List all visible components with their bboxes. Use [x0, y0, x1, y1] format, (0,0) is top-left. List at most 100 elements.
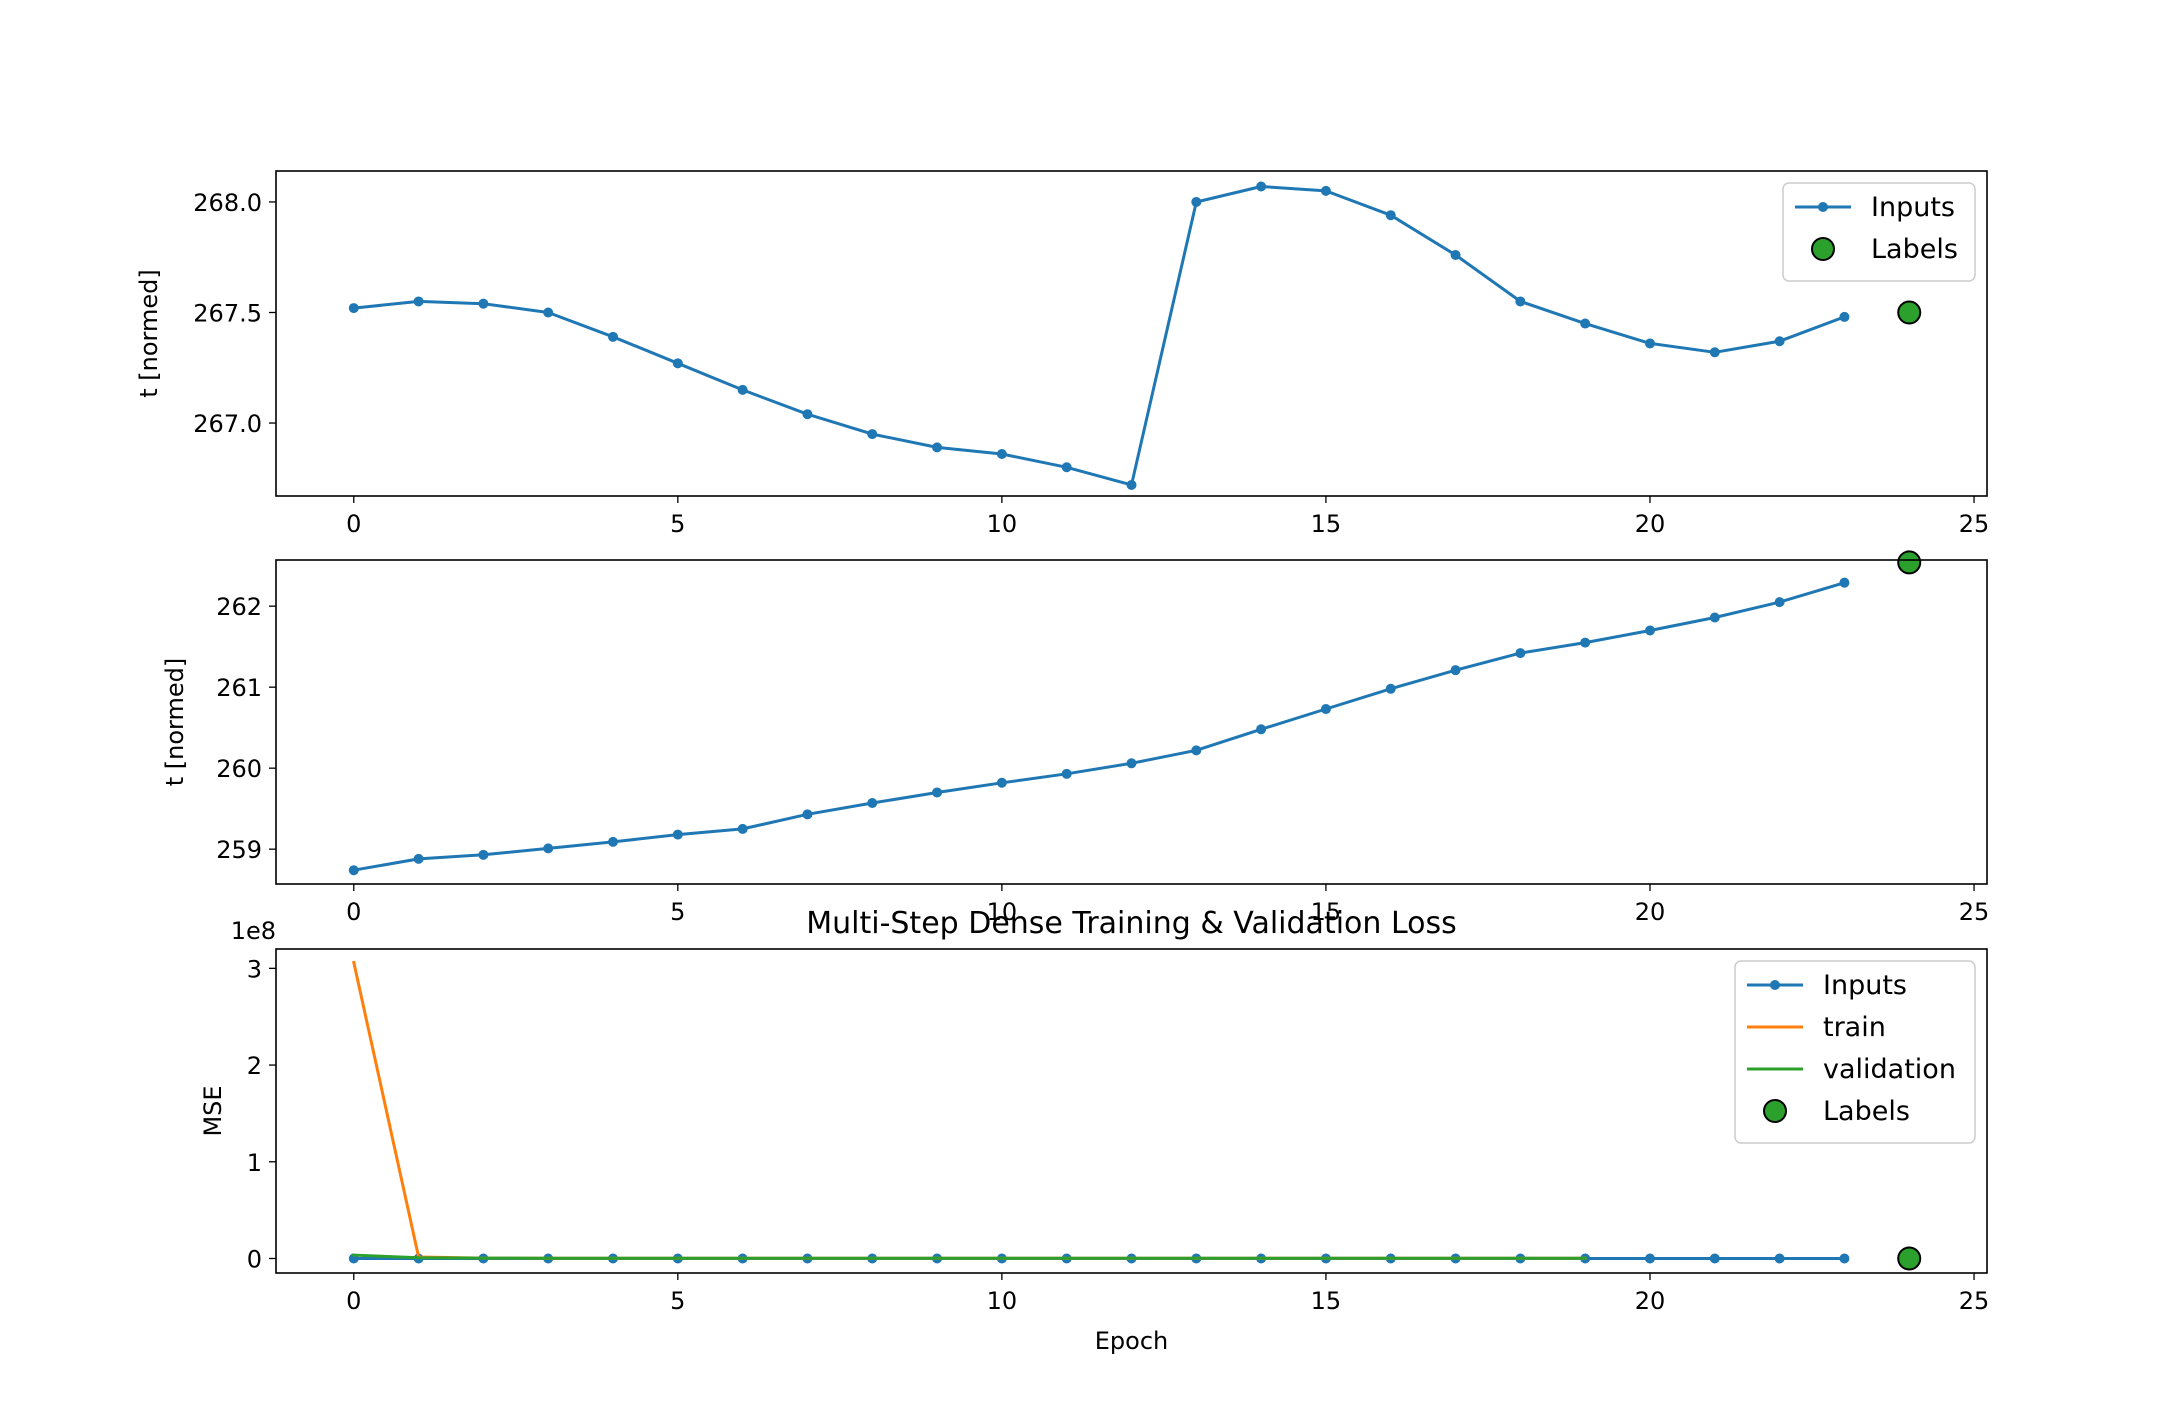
x-tick-label: 15	[1311, 510, 1342, 538]
legend-label-inputs: Inputs	[1823, 970, 1907, 1001]
inputs-point	[1191, 196, 1202, 207]
inputs-point	[1191, 745, 1202, 756]
x-tick-label: 10	[987, 510, 1018, 538]
inputs-point	[802, 809, 813, 820]
inputs-point	[1515, 296, 1526, 307]
inputs-point	[1061, 462, 1072, 473]
label-point	[1897, 550, 1922, 575]
inputs-point	[1839, 1253, 1850, 1264]
axes-frame	[275, 559, 1988, 885]
label-point	[1897, 300, 1922, 325]
inputs-point	[1256, 724, 1267, 735]
plot-area	[348, 960, 1850, 1264]
legend-marker-inputs	[1770, 980, 1780, 990]
inputs-point	[1644, 338, 1655, 349]
x-tick-label: 20	[1635, 898, 1666, 926]
legend-marker-labels	[1763, 1099, 1787, 1123]
x-tick-label: 0	[346, 898, 361, 926]
inputs-point	[413, 853, 424, 864]
x-tick-label: 25	[1959, 1287, 1990, 1315]
legend-label-train: train	[1823, 1012, 1886, 1043]
legend-marker-inputs	[1818, 202, 1828, 212]
plot-area	[348, 181, 1850, 490]
inputs-point	[996, 448, 1007, 459]
x-tick-label: 25	[1959, 898, 1990, 926]
inputs-point	[348, 865, 359, 876]
y-tick-label: 262	[216, 593, 262, 621]
legend-box	[1734, 960, 1976, 1144]
axes-frame	[275, 170, 1988, 497]
chart-panel-1: 0 5 10 15 20 25 267.0 267.5 268.0 t [normed] Input…	[135, 170, 1990, 538]
inputs-point	[478, 298, 489, 309]
inputs-point	[1580, 318, 1591, 329]
inputs-point	[1839, 577, 1850, 588]
inputs-point	[1385, 683, 1396, 694]
x-tick-label: 10	[987, 1287, 1018, 1315]
x-tick-label: 5	[670, 510, 685, 538]
inputs-point	[413, 296, 424, 307]
inputs-point	[478, 849, 489, 860]
series-line-train	[352, 960, 1587, 1260]
y-tick-label: 267.5	[193, 299, 262, 327]
y-tick-label: 267.0	[193, 410, 262, 438]
inputs-point	[1320, 704, 1331, 715]
inputs-point	[1839, 311, 1850, 322]
y-axis-label: MSE	[199, 1085, 227, 1136]
inputs-point	[1126, 479, 1137, 490]
series-line-validation	[352, 1253, 1587, 1260]
inputs-point	[672, 829, 683, 840]
x-tick-label: 25	[1959, 510, 1990, 538]
inputs-point	[867, 429, 878, 440]
inputs-point	[608, 836, 619, 847]
inputs-point	[1450, 250, 1461, 261]
y-axis-label: t [normed]	[161, 658, 189, 786]
x-tick-label: 5	[670, 898, 685, 926]
inputs-point	[1256, 181, 1267, 192]
inputs-point	[348, 303, 359, 314]
y-tick-label: 268.0	[193, 189, 262, 217]
inputs-point	[802, 409, 813, 420]
inputs-point	[1580, 637, 1591, 648]
inputs-point	[1644, 1253, 1655, 1264]
y-tick-label: 259	[216, 836, 262, 864]
inputs-point	[608, 331, 619, 342]
inputs-point	[1385, 210, 1396, 221]
inputs-point	[1644, 625, 1655, 636]
label-point	[1897, 1246, 1922, 1271]
inputs-point	[932, 442, 943, 453]
legend-marker-labels	[1811, 237, 1835, 261]
inputs-point	[1061, 768, 1072, 779]
chart-panel-3: 0 5 10 15 20 25 0 1 2 3 MSE Epoch Multi-Step Dense T…	[199, 906, 1989, 1355]
x-tick-label: 20	[1635, 510, 1666, 538]
legend: Inputs train validation Labels	[1734, 960, 1976, 1144]
inputs-point	[543, 307, 554, 318]
inputs-point	[1709, 1253, 1720, 1264]
series-line-inputs	[352, 185, 1847, 487]
inputs-point	[1126, 758, 1137, 769]
legend-label-labels: Labels	[1823, 1096, 1910, 1127]
inputs-point	[1774, 597, 1785, 608]
inputs-point	[867, 798, 878, 808]
legend-label-labels: Labels	[1871, 234, 1958, 265]
x-tick-label: 0	[346, 1287, 361, 1315]
y-tick-label: 0	[247, 1245, 262, 1273]
y-tick-label: 3	[247, 955, 262, 983]
x-tick-label: 10	[987, 898, 1018, 926]
inputs-point	[543, 843, 554, 854]
x-tick-label: 0	[346, 510, 361, 538]
inputs-point	[1450, 665, 1461, 676]
axes-frame	[275, 948, 1988, 1274]
y-tick-label: 261	[216, 674, 262, 702]
inputs-point	[1774, 336, 1785, 347]
x-tick-label: 20	[1635, 1287, 1666, 1315]
inputs-point	[737, 384, 748, 395]
y-tick-label: 1	[247, 1149, 262, 1177]
x-tick-label: 15	[1311, 898, 1342, 926]
x-tick-label: 5	[670, 1287, 685, 1315]
y-tick-label: 260	[216, 755, 262, 783]
legend-label-inputs: Inputs	[1871, 192, 1955, 223]
inputs-point	[1709, 612, 1720, 623]
y-axis-label: t [normed]	[135, 269, 163, 397]
plot-area	[348, 577, 1850, 876]
